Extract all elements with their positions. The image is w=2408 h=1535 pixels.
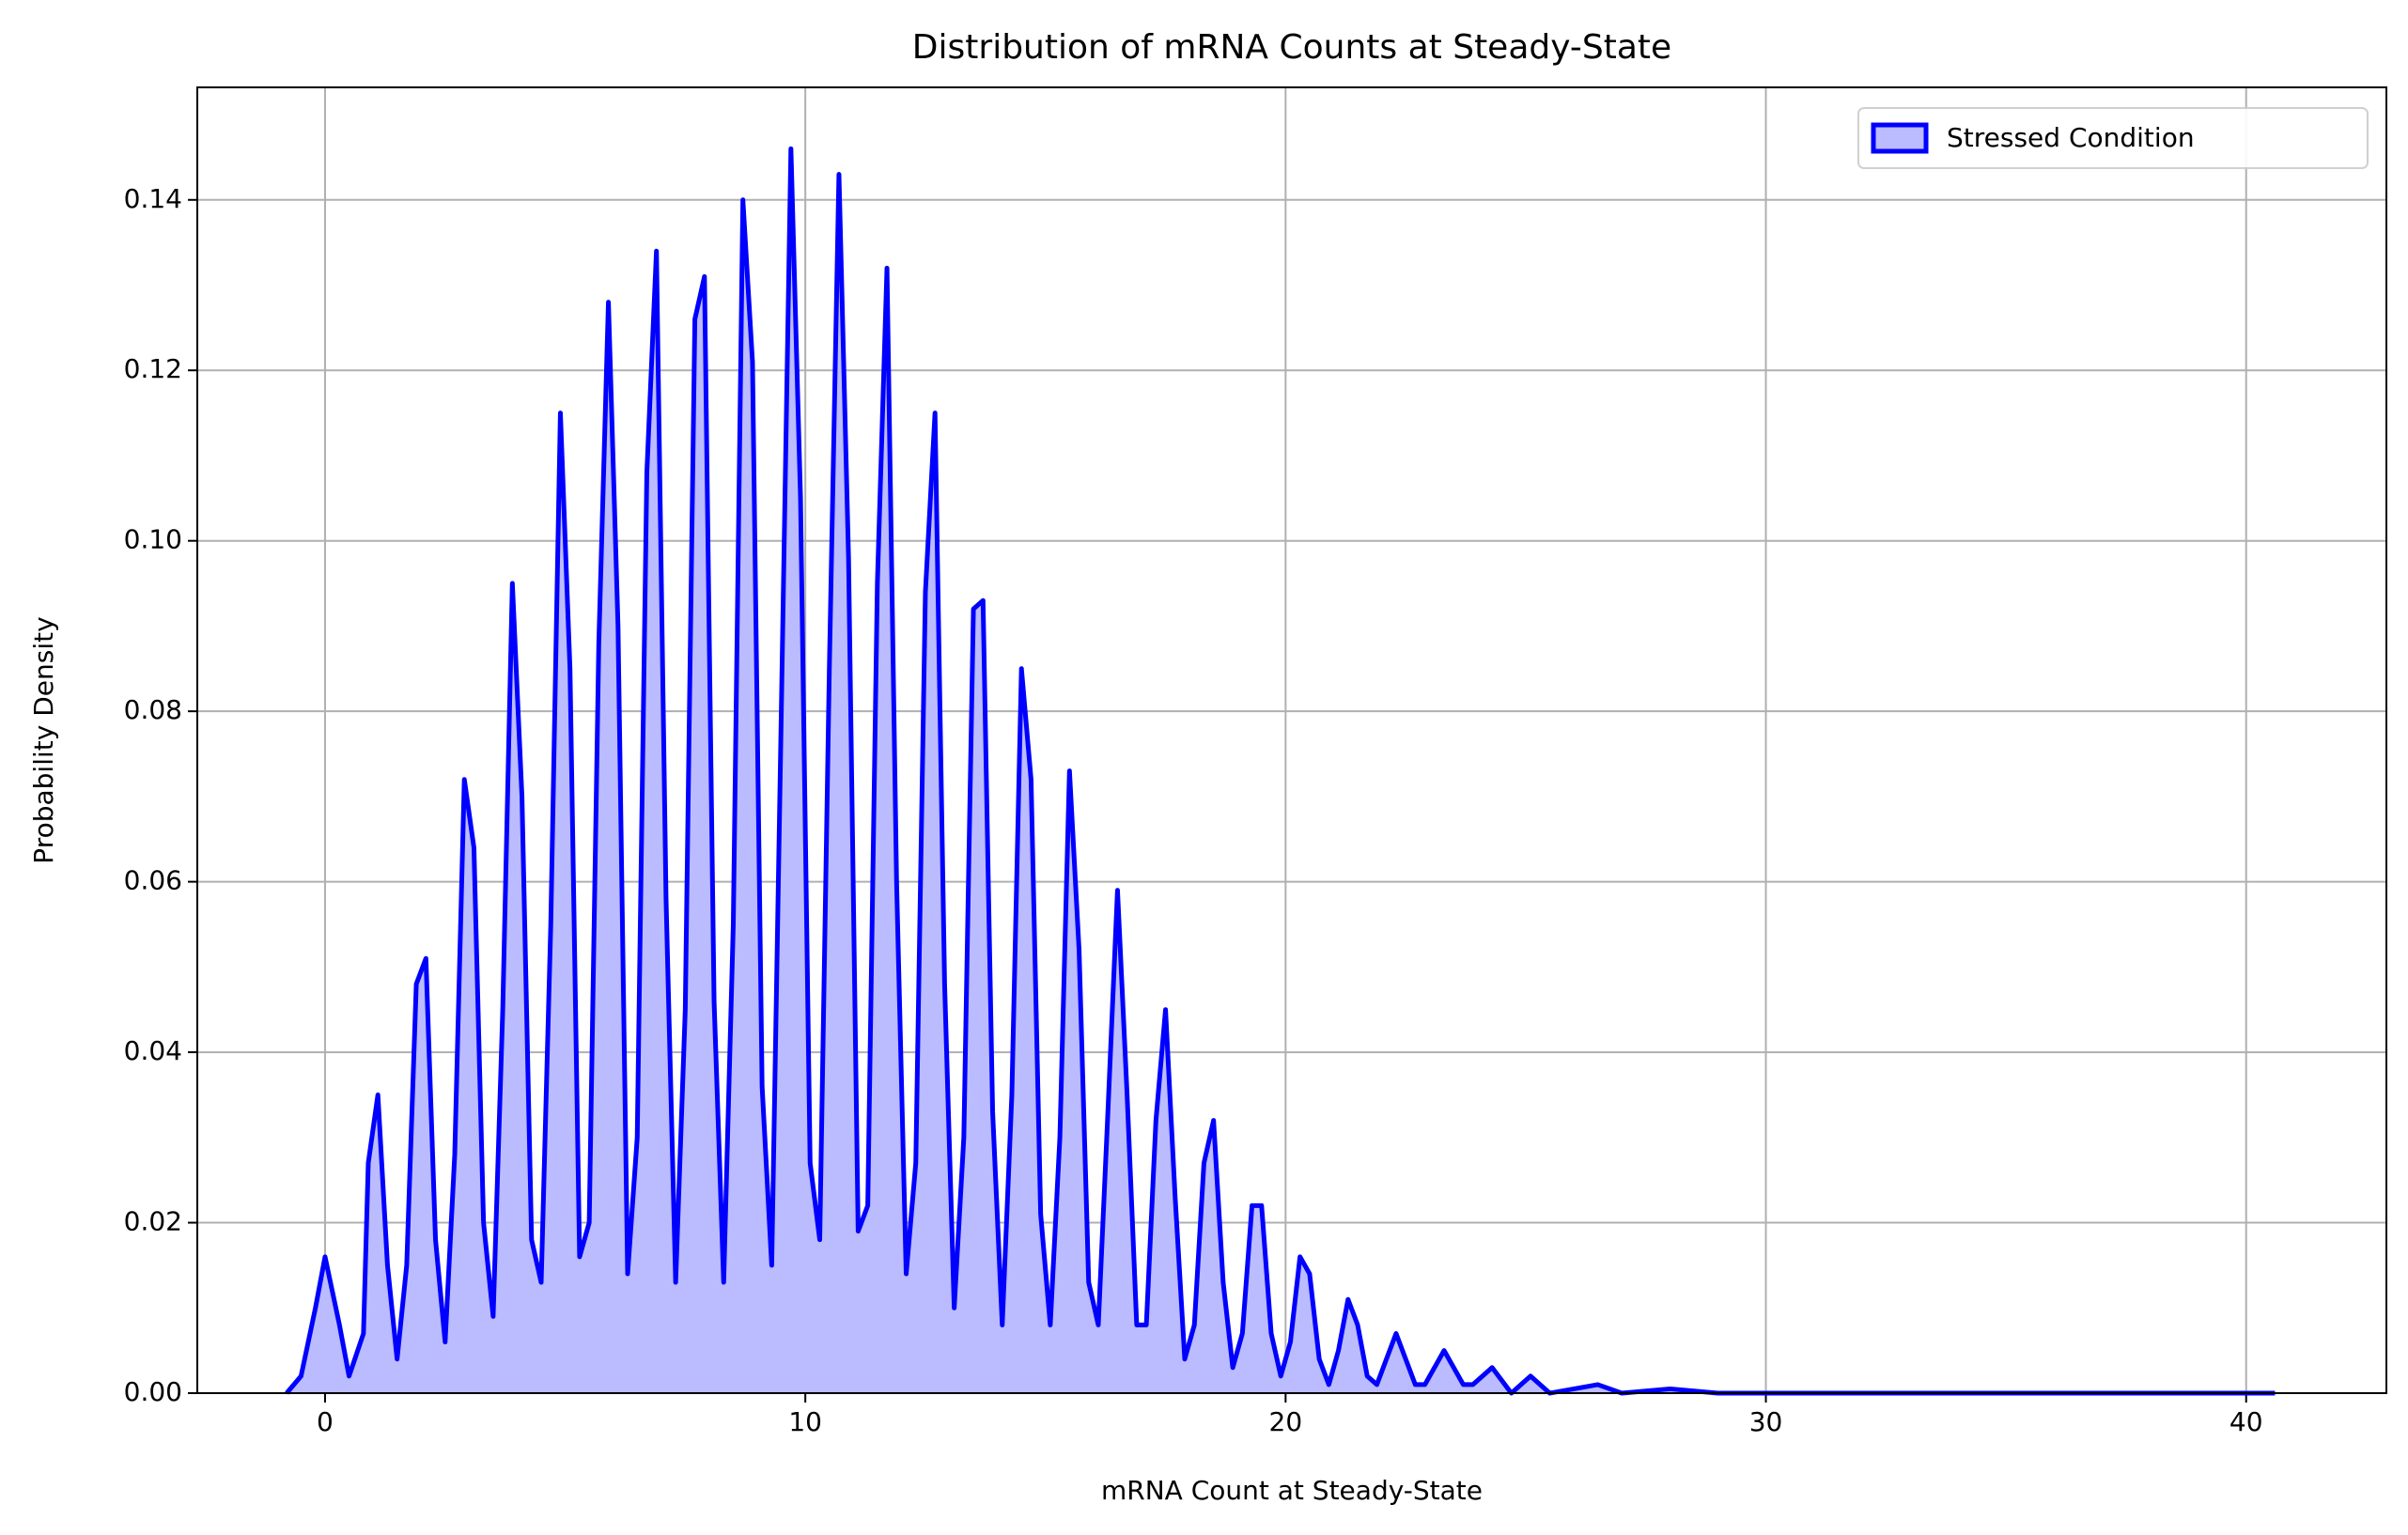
plot-frame [196,86,2387,1394]
y-tick-label: 0.04 [124,1035,182,1066]
area-fill [287,148,2276,1393]
x-tick-label: 10 [788,1406,822,1437]
chart-title: Distribution of mRNA Counts at Steady-St… [912,28,1671,67]
legend-swatch [1871,122,1929,154]
y-tick-label: 0.06 [124,865,182,896]
x-tick-label: 0 [317,1406,334,1437]
legend-box [1857,107,2369,169]
y-tick-label: 0.08 [124,694,182,725]
line [285,146,2276,1396]
y-tick-label: 0.00 [124,1376,182,1407]
x-tick-label: 20 [1269,1406,1303,1437]
y-tick-label: 0.12 [124,353,182,384]
x-tick-label: 30 [1749,1406,1783,1437]
x-tick-label: 40 [2229,1406,2263,1437]
legend-label: Stressed Condition [1947,122,2195,153]
y-tick-label: 0.10 [124,524,182,555]
y-tick-label: 0.14 [124,183,182,214]
y-tick-label: 0.02 [124,1206,182,1237]
x-axis-label: mRNA Count at Steady-State [1101,1475,1483,1506]
y-axis-label: Probability Density [28,616,59,863]
